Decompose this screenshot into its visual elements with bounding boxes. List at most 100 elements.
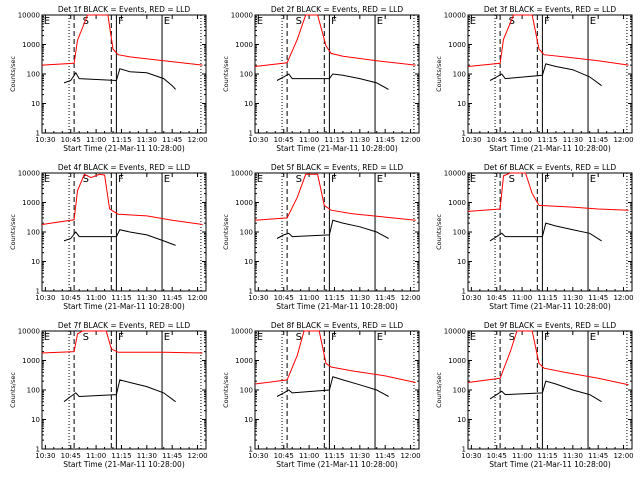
y-tick-label: 1 — [462, 446, 466, 454]
y-tick-label: 10 — [31, 258, 40, 266]
y-tick-label: 1 — [36, 130, 40, 138]
chart-panel-6: Det 6f BLACK = Events, RED = LLD 1 10 100 10… — [435, 163, 634, 311]
x-tick-label: 11:45 — [162, 136, 182, 144]
chart-panel-8: Det 8f BLACK = Events, RED = LLD 1 10 100 10… — [222, 321, 421, 469]
x-tick-label: 10:45 — [274, 452, 294, 460]
y-tick-label: 100 — [453, 387, 466, 395]
region-label: F — [544, 16, 550, 27]
region-label: E — [164, 16, 170, 27]
x-tick-label: 10:45 — [61, 294, 81, 302]
region-label: S — [509, 16, 515, 27]
y-axis-label: Counts/sec — [435, 214, 443, 250]
region-label: F — [331, 332, 337, 343]
y-tick-label: 1000 — [235, 357, 253, 365]
y-tick-label: 10000 — [231, 12, 253, 20]
x-tick-label: 10:30 — [248, 294, 268, 302]
region-label: F — [118, 174, 124, 185]
lld-series-line — [467, 330, 629, 386]
region-label: F — [544, 332, 550, 343]
y-tick-label: 100 — [27, 387, 40, 395]
x-axis-label: Start Time (21-Mar-11 10:28:00) — [489, 302, 611, 311]
y-axis-label: Counts/sec — [222, 56, 230, 92]
x-tick-label: 11:00 — [512, 294, 532, 302]
events-series-line — [489, 380, 602, 403]
x-tick-label: 11:30 — [137, 136, 157, 144]
region-label: E — [470, 332, 476, 343]
y-tick-label: 1 — [249, 288, 253, 296]
lld-series-line — [41, 173, 203, 225]
region-label: F — [544, 174, 550, 185]
y-tick-label: 10000 — [231, 328, 253, 336]
x-tick-label: 12:00 — [613, 452, 633, 460]
region-label: E — [377, 332, 383, 343]
x-tick-label: 11:00 — [299, 136, 319, 144]
region-label: E — [470, 174, 476, 185]
x-tick-label: 10:30 — [248, 136, 268, 144]
chart-panel-4: Det 4f BLACK = Events, RED = LLD 1 10 100 10… — [9, 163, 208, 311]
region-label: E — [590, 332, 596, 343]
x-tick-label: 11:30 — [137, 452, 157, 460]
x-tick-label: 11:15 — [537, 452, 557, 460]
events-series-line — [63, 229, 176, 246]
y-tick-label: 10 — [31, 416, 40, 424]
x-tick-label: 11:15 — [111, 294, 131, 302]
x-tick-label: 11:00 — [86, 294, 106, 302]
region-label: E — [44, 174, 50, 185]
events-series-line — [276, 73, 389, 90]
x-tick-label: 10:45 — [487, 294, 507, 302]
x-tick-label: 11:15 — [111, 136, 131, 144]
chart-panel-7: Det 7f BLACK = Events, RED = LLD 1 10 100 10… — [9, 321, 208, 469]
y-axis-label: Counts/sec — [222, 214, 230, 250]
x-tick-label: 11:15 — [324, 294, 344, 302]
plot-frame — [41, 14, 207, 134]
y-tick-label: 1000 — [448, 41, 466, 49]
chart-panel-2: Det 2f BLACK = Events, RED = LLD 1 10 100 10… — [222, 5, 421, 153]
region-label: E — [377, 16, 383, 27]
y-tick-label: 10000 — [444, 328, 466, 336]
y-axis-label: Counts/sec — [435, 56, 443, 92]
region-label: E — [257, 332, 263, 343]
x-tick-label: 10:45 — [61, 452, 81, 460]
y-tick-label: 10 — [244, 100, 253, 108]
x-tick-label: 11:00 — [299, 452, 319, 460]
x-axis-label: Start Time (21-Mar-11 10:28:00) — [276, 144, 398, 153]
events-series-line — [63, 68, 176, 90]
y-tick-label: 10000 — [18, 170, 40, 178]
x-tick-label: 12:00 — [400, 136, 420, 144]
chart-panel-3: Det 3f BLACK = Events, RED = LLD 1 10 100 10… — [435, 5, 634, 153]
chart-title: Det 2f BLACK = Events, RED = LLD — [271, 5, 404, 14]
chart-title: Det 5f BLACK = Events, RED = LLD — [271, 163, 404, 172]
x-tick-label: 11:30 — [563, 136, 583, 144]
x-axis-label: Start Time (21-Mar-11 10:28:00) — [63, 460, 185, 469]
region-label: E — [257, 16, 263, 27]
region-label: E — [44, 332, 50, 343]
plot-frame — [254, 172, 420, 292]
y-tick-label: 1000 — [22, 357, 40, 365]
y-tick-label: 100 — [453, 229, 466, 237]
y-tick-label: 1 — [249, 130, 253, 138]
y-tick-label: 1 — [36, 288, 40, 296]
x-axis-label: Start Time (21-Mar-11 10:28:00) — [489, 144, 611, 153]
y-axis-label: Counts/sec — [9, 214, 17, 250]
plot-frame — [41, 330, 207, 450]
y-tick-label: 1000 — [448, 357, 466, 365]
region-label: E — [257, 174, 263, 185]
x-tick-label: 12:00 — [187, 452, 207, 460]
x-tick-label: 10:45 — [274, 136, 294, 144]
events-series-line — [63, 379, 176, 403]
x-axis-label: Start Time (21-Mar-11 10:28:00) — [63, 302, 185, 311]
events-series-line — [276, 219, 389, 239]
region-label: S — [296, 332, 302, 343]
x-tick-label: 11:45 — [162, 294, 182, 302]
y-tick-label: 100 — [27, 229, 40, 237]
region-label: S — [296, 16, 302, 27]
x-tick-label: 10:30 — [35, 294, 55, 302]
y-tick-label: 100 — [27, 71, 40, 79]
chart-title: Det 3f BLACK = Events, RED = LLD — [484, 5, 617, 14]
x-tick-label: 11:45 — [375, 294, 395, 302]
region-label: F — [118, 332, 124, 343]
y-tick-label: 10 — [244, 258, 253, 266]
region-label: S — [509, 174, 515, 185]
x-tick-label: 11:15 — [537, 136, 557, 144]
events-series-line — [276, 376, 389, 397]
